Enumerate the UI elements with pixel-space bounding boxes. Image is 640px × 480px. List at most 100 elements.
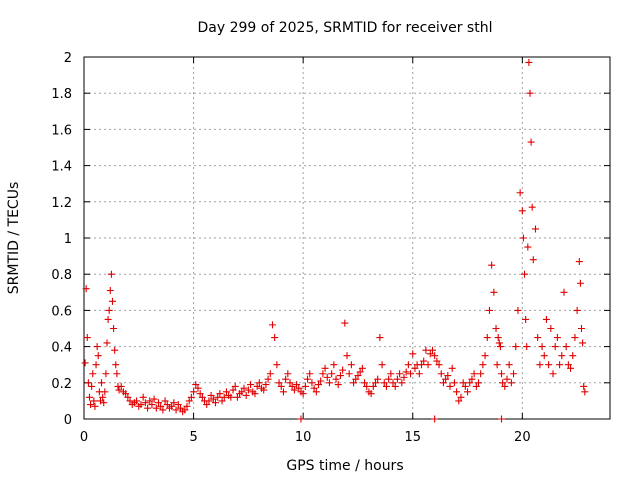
data-point [264,375,272,383]
data-point [380,379,388,387]
data-point [277,382,285,390]
data-point [240,384,248,392]
data-point [222,388,230,396]
data-point [400,373,408,381]
data-point [426,350,434,358]
data-point [82,285,90,293]
data-point [94,352,102,360]
data-points [81,58,589,423]
data-point [108,297,116,305]
data-point [168,402,176,410]
data-point [150,395,158,403]
data-point [91,402,99,410]
data-point [569,352,577,360]
data-point [133,397,141,405]
data-point [271,334,279,342]
data-point [275,379,283,387]
data-point [192,381,200,389]
data-point [485,306,493,314]
data-point [260,386,268,394]
data-point [110,325,118,332]
data-point [196,390,204,398]
data-point [101,388,109,396]
data-point [102,370,110,378]
data-point [422,346,430,354]
data-point [516,189,524,197]
data-point [553,334,561,342]
data-point [198,393,206,401]
data-point [88,382,96,390]
y-tick-label: 0.2 [51,377,72,392]
data-point [448,364,456,372]
data-point [457,393,465,401]
data-point [439,379,447,387]
data-point [343,352,351,360]
data-point [389,379,397,387]
data-point [321,364,329,372]
data-point [209,395,217,403]
data-point [187,393,195,401]
data-point [562,343,570,351]
data-point [492,325,500,332]
data-point [560,288,568,296]
data-point [233,393,241,401]
data-point [345,370,353,378]
data-point [299,390,307,398]
data-point [244,386,252,394]
data-point [124,393,132,401]
data-point [238,388,246,396]
data-point [420,357,428,365]
data-point [518,207,526,215]
data-point [84,379,92,387]
data-point [526,89,534,97]
data-point [98,379,106,387]
data-point [253,382,261,390]
data-point [514,306,522,314]
data-point [477,370,485,378]
data-point [332,375,340,383]
data-point [361,379,369,387]
data-point [301,382,309,390]
x-tick-label: 20 [514,430,531,445]
data-point [117,382,125,390]
data-point [328,370,336,378]
data-point [212,399,219,407]
data-point [547,325,555,332]
data-point [510,370,518,378]
data-point [310,384,318,392]
data-point [137,401,145,409]
data-point [424,361,432,369]
data-point [144,404,152,412]
data-point [461,382,469,390]
data-point [341,319,349,327]
data-point [387,370,395,378]
data-point [428,346,436,354]
data-point [214,393,222,401]
x-tick-label: 5 [189,430,197,445]
plot-frame [83,56,611,420]
data-point [148,401,156,409]
data-point [495,339,503,347]
grid [84,57,610,419]
data-point [472,382,480,390]
data-point [545,361,553,369]
data-point [407,370,415,378]
data-point [174,401,182,409]
data-point [374,375,382,383]
data-point [501,382,509,390]
data-point [459,379,467,387]
data-point [453,388,461,396]
data-point [185,397,193,405]
data-point [90,397,98,405]
data-point [529,256,537,264]
data-point [551,343,559,351]
data-point [290,386,298,394]
y-tick-label: 1.6 [51,123,72,138]
data-point [522,315,530,323]
data-point [293,381,301,389]
data-point [391,382,399,390]
data-point [319,370,327,378]
data-point [567,364,575,372]
data-point [92,361,100,369]
data-point [580,382,588,390]
